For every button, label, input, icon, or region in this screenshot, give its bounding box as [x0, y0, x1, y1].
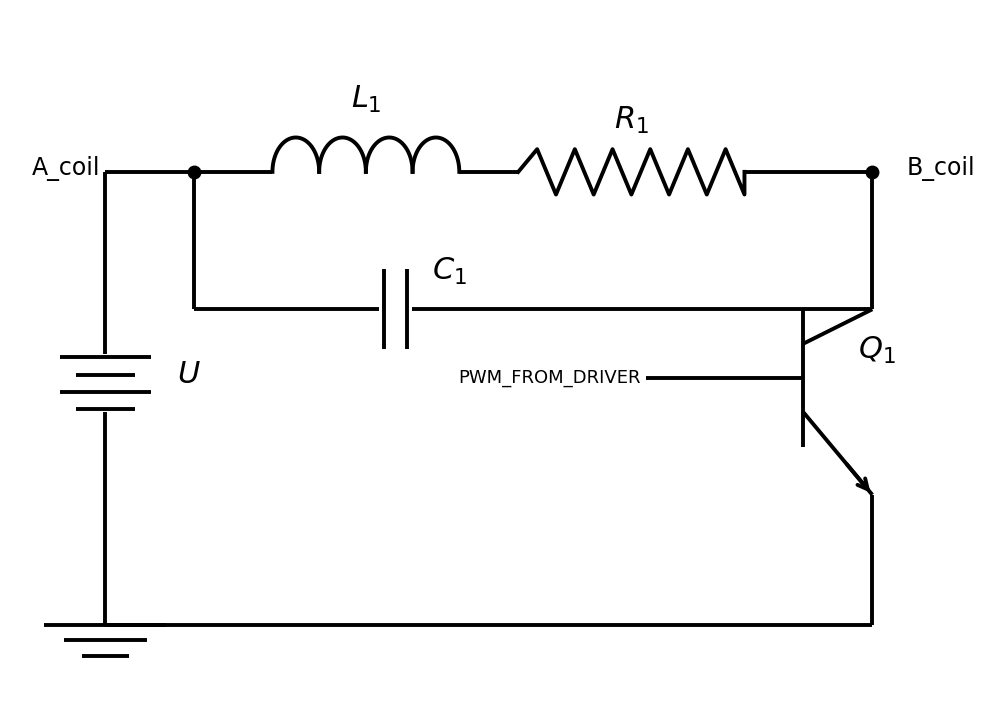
- Text: $L_1$: $L_1$: [351, 84, 381, 115]
- Text: $Q_1$: $Q_1$: [858, 335, 896, 366]
- Text: $R_1$: $R_1$: [614, 104, 649, 136]
- Text: $C_1$: $C_1$: [432, 256, 467, 287]
- Text: PWM_FROM_DRIVER: PWM_FROM_DRIVER: [459, 369, 641, 387]
- Text: A_coil: A_coil: [32, 156, 100, 181]
- Text: $U$: $U$: [177, 359, 201, 390]
- Text: B_coil: B_coil: [907, 156, 975, 181]
